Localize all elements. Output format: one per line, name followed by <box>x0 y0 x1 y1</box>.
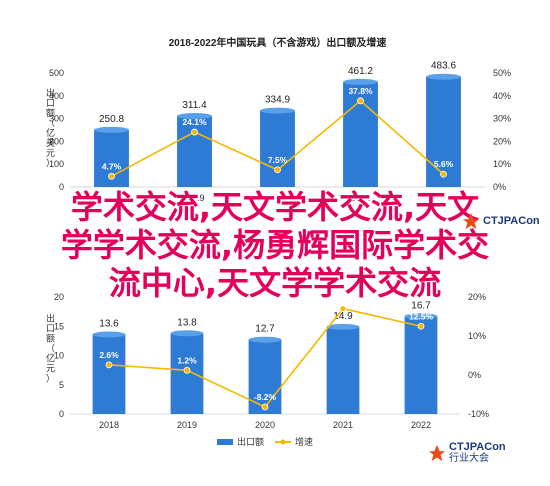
legend-bar-swatch <box>217 439 233 445</box>
y-tick-label: 400 <box>49 91 64 101</box>
x-tick-label: 2022 <box>411 420 431 430</box>
bar-cap <box>177 113 212 120</box>
bar <box>404 316 438 414</box>
y-tick-label: 20 <box>54 292 64 302</box>
y-tick-label: 100 <box>49 159 64 169</box>
growth-point <box>183 366 191 374</box>
y-tick-label: 10 <box>54 351 64 361</box>
bar-value-label: 13.6 <box>99 318 119 329</box>
y2-tick-label: 20% <box>468 292 486 302</box>
ctjpacon-logo-mark-icon <box>462 212 480 230</box>
bar-cap <box>248 336 282 343</box>
growth-point <box>261 403 269 411</box>
growth-pct-label: 37.8% <box>348 86 373 96</box>
y-tick-label: 500 <box>49 68 64 78</box>
y-tick-label: 200 <box>49 136 64 146</box>
y2-tick-label: 0% <box>468 370 481 380</box>
bar-value-label: 12.7 <box>255 324 275 335</box>
bar-value-label: 250.8 <box>99 114 124 125</box>
growth-pct-label: 24.1% <box>182 117 207 127</box>
bar <box>248 339 282 414</box>
bar-value-label: 14.9 <box>333 311 353 322</box>
legend-bar-label: 出口额 <box>237 436 264 447</box>
y-axis-title: 出口额（亿元） <box>46 313 55 384</box>
y-tick-label: 300 <box>49 114 64 124</box>
y2-tick-label: 10% <box>493 159 511 169</box>
y2-tick-label: 50% <box>493 68 511 78</box>
growth-pct-label: 17.0% <box>331 294 356 304</box>
bar-value-label: 311.4 <box>182 100 207 111</box>
growth-pct-label: 2.6% <box>99 350 119 360</box>
y-tick-label: 5 <box>59 380 64 390</box>
legend-line-label: 增速 <box>295 436 313 447</box>
bar-cap <box>92 331 126 338</box>
bar-cap <box>170 330 204 337</box>
chart-title: 2018-2022年中国玩具（不含游戏）出口额及增速 <box>169 36 387 49</box>
y-tick-label: 0 <box>59 409 64 419</box>
y2-tick-label: 30% <box>493 114 511 124</box>
ctjpacon-logo-top: CTJPACon <box>462 212 540 230</box>
bar-cap <box>94 126 129 133</box>
logo-top-text: CTJPACon <box>483 215 540 227</box>
y2-tick-label: 0% <box>493 182 506 192</box>
growth-pct-label: 7.5% <box>268 155 288 165</box>
bar <box>260 110 295 187</box>
growth-point <box>108 172 115 180</box>
logo-bottom-subtext: 行业大会 <box>449 453 489 464</box>
x-tick-label: 2019 <box>184 193 204 203</box>
legend-line-marker <box>280 439 286 445</box>
growth-pct-label: 12.5% <box>409 311 434 321</box>
bar-value-label: 461.2 <box>348 66 373 77</box>
bar-value-label: 13.8 <box>177 317 197 328</box>
y2-tick-label: 20% <box>493 136 511 146</box>
bar-cap <box>426 73 461 80</box>
y2-tick-label: 40% <box>493 91 511 101</box>
growth-point <box>274 166 281 174</box>
growth-point <box>357 97 364 105</box>
bar-value-label: 483.6 <box>431 61 456 72</box>
logo-bottom-text: CTJPACon <box>449 441 506 453</box>
growth-point <box>440 170 447 178</box>
x-tick-label: 2021 <box>333 420 353 430</box>
growth-pct-label: 4.7% <box>102 161 122 171</box>
y-axis-title: 出口额（亿美元） <box>46 87 55 168</box>
bar <box>177 116 212 187</box>
growth-pct-label: 1.2% <box>177 355 197 365</box>
bar <box>326 326 360 414</box>
ctjpacon-logo-bottom: CTJPACon 行业大会 <box>428 441 506 465</box>
bar-value-label: 16.7 <box>411 300 431 311</box>
bar-cap <box>326 323 360 330</box>
growth-point <box>191 128 198 136</box>
bar-cap <box>404 313 438 320</box>
bar-cap <box>260 107 295 114</box>
x-tick-label: 2018 <box>99 420 119 430</box>
growth-pct-label: 5.6% <box>434 159 454 169</box>
growth-pct-label: -8.2% <box>254 392 277 402</box>
x-tick-label: 2021 <box>350 193 370 203</box>
y-tick-label: 0 <box>59 182 64 192</box>
x-tick-label: 2020 <box>255 420 275 430</box>
x-tick-label: 2019 <box>177 420 197 430</box>
ctjpacon-logo-mark-icon <box>428 444 446 462</box>
bar <box>92 334 126 414</box>
growth-point <box>417 322 425 330</box>
y2-tick-label: -10% <box>468 409 489 419</box>
y-tick-label: 15 <box>54 321 64 331</box>
bar-cap <box>343 78 378 85</box>
y2-tick-label: 10% <box>468 331 486 341</box>
bar <box>426 76 461 187</box>
growth-point <box>105 361 113 369</box>
bar-value-label: 334.9 <box>265 95 290 106</box>
growth-point <box>339 305 347 313</box>
